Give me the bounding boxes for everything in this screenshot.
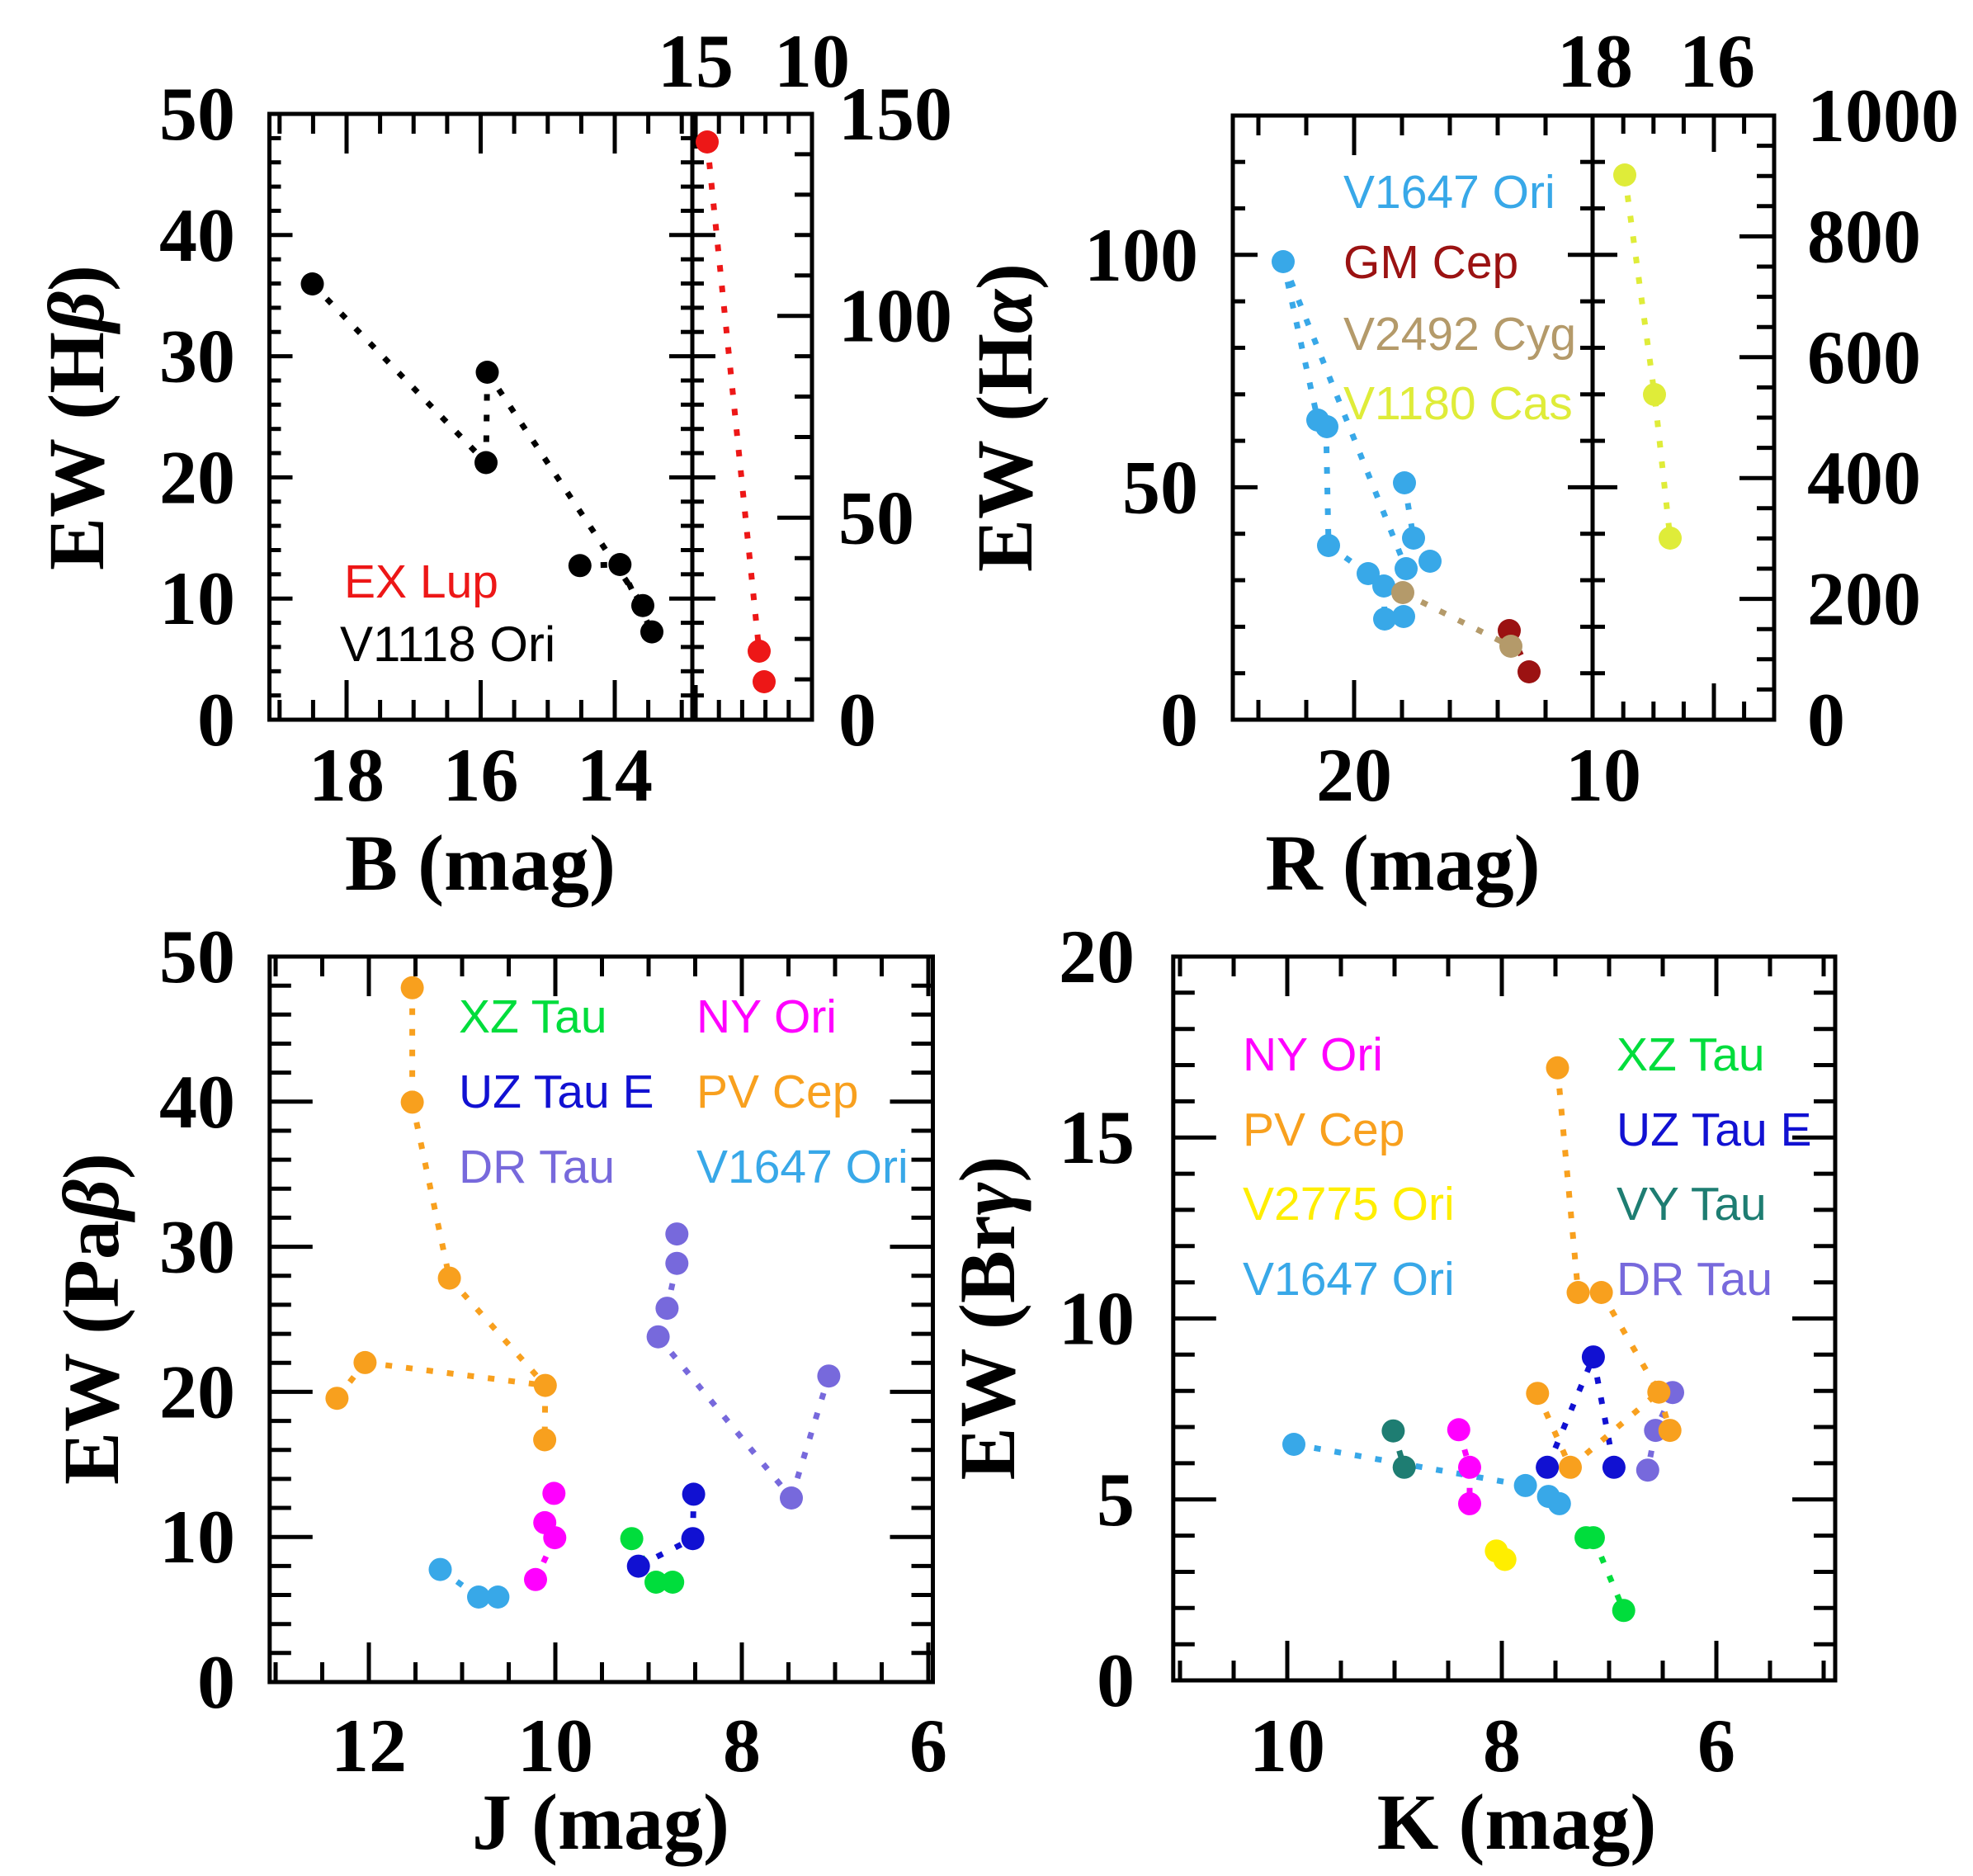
svg-text:10: 10 [517,1704,593,1788]
svg-text:R (mag): R (mag) [1265,819,1540,907]
svg-text:10: 10 [1059,1277,1135,1361]
svg-text:PV Cep: PV Cep [696,1066,858,1118]
svg-text:20: 20 [1059,914,1135,999]
svg-text:10: 10 [1249,1704,1325,1788]
svg-text:XZ Tau: XZ Tau [1617,1028,1765,1081]
svg-text:0: 0 [1097,1638,1135,1722]
svg-text:EW (Paβ): EW (Paβ) [47,1153,135,1485]
svg-text:400: 400 [1807,436,1921,520]
svg-text:NY Ori: NY Ori [696,990,837,1043]
svg-text:600: 600 [1807,315,1921,399]
svg-text:30: 30 [159,1205,235,1289]
svg-text:EX Lup: EX Lup [344,555,498,608]
svg-text:14: 14 [577,733,653,817]
svg-text:200: 200 [1807,557,1921,641]
svg-text:V1180 Cas: V1180 Cas [1343,377,1573,430]
svg-text:UZ Tau E: UZ Tau E [459,1066,654,1118]
svg-text:V2492 Cyg: V2492 Cyg [1343,308,1576,361]
svg-text:18: 18 [309,733,385,817]
svg-text:50: 50 [159,914,235,999]
svg-text:50: 50 [1122,445,1198,529]
svg-text:0: 0 [197,678,235,762]
svg-text:0: 0 [838,678,876,762]
svg-text:PV Cep: PV Cep [1243,1103,1404,1156]
svg-text:DR Tau: DR Tau [459,1141,615,1193]
svg-text:40: 40 [159,193,235,277]
svg-text:16: 16 [443,733,519,817]
svg-text:40: 40 [159,1060,235,1144]
svg-text:15: 15 [658,19,734,103]
svg-text:8: 8 [1483,1704,1521,1788]
svg-text:K (mag): K (mag) [1377,1778,1657,1866]
svg-text:18: 18 [1557,19,1633,103]
svg-text:100: 100 [838,274,952,358]
svg-text:NY Ori: NY Ori [1243,1028,1383,1081]
svg-text:10: 10 [159,556,235,640]
svg-text:V1647 Ori: V1647 Ori [1243,1253,1455,1306]
svg-text:10: 10 [774,19,850,103]
svg-text:50: 50 [838,475,914,560]
svg-text:10: 10 [159,1495,235,1579]
svg-text:800: 800 [1807,194,1921,278]
svg-text:V2775 Ori: V2775 Ori [1243,1178,1455,1231]
svg-text:XZ Tau: XZ Tau [459,990,607,1043]
svg-text:20: 20 [159,1349,235,1434]
svg-text:50: 50 [159,72,235,156]
svg-text:30: 30 [159,314,235,399]
svg-text:B (mag): B (mag) [345,819,616,907]
svg-text:EW (Hα): EW (Hα) [961,263,1049,572]
svg-text:6: 6 [909,1704,947,1788]
svg-text:20: 20 [159,435,235,519]
svg-text:6: 6 [1697,1704,1735,1788]
svg-text:VY Tau: VY Tau [1617,1178,1767,1231]
svg-text:100: 100 [1084,213,1198,297]
svg-text:V1647 Ori: V1647 Ori [696,1141,909,1193]
svg-text:DR Tau: DR Tau [1617,1253,1772,1306]
svg-text:J (mag): J (mag) [472,1778,729,1866]
svg-text:V1647 Ori: V1647 Ori [1343,166,1555,219]
svg-text:16: 16 [1679,19,1755,103]
svg-text:12: 12 [331,1704,407,1788]
svg-text:0: 0 [1807,678,1845,762]
svg-text:15: 15 [1059,1095,1135,1179]
svg-text:20: 20 [1316,733,1392,817]
svg-text:UZ Tau E: UZ Tau E [1617,1103,1812,1156]
svg-text:150: 150 [838,72,952,156]
svg-text:10: 10 [1565,733,1641,817]
svg-text:0: 0 [1160,678,1198,762]
svg-text:V1118 Ori: V1118 Ori [340,617,555,672]
svg-text:8: 8 [723,1704,761,1788]
svg-text:1000: 1000 [1807,73,1959,158]
svg-text:EW (Hβ): EW (Hβ) [32,265,120,570]
svg-text:EW (Brγ): EW (Brγ) [943,1156,1031,1481]
svg-text:5: 5 [1097,1458,1135,1542]
svg-text:0: 0 [197,1640,235,1724]
svg-text:GM Cep: GM Cep [1343,236,1518,289]
